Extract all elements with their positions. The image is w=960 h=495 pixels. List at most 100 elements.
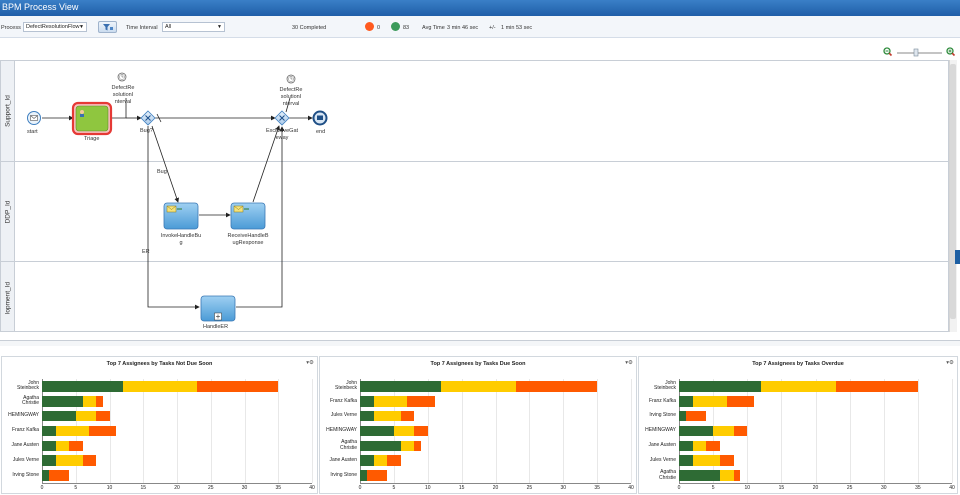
bar-segment-orange[interactable] <box>726 395 755 407</box>
bar-segment-yellow[interactable] <box>55 425 90 437</box>
y-category-label: Jane Austen <box>648 442 676 449</box>
bar-segment-orange[interactable] <box>69 440 83 452</box>
bar-segment-green[interactable] <box>360 440 401 452</box>
red-status-dot <box>365 22 374 31</box>
bar-segment-green[interactable] <box>360 470 367 481</box>
bar-segment-yellow[interactable] <box>123 381 198 392</box>
bar-segment-orange[interactable] <box>96 395 103 407</box>
bar-segment-green[interactable] <box>679 381 761 392</box>
bar-segment-orange[interactable] <box>733 425 748 437</box>
bar-segment-green[interactable] <box>42 470 49 481</box>
bar-segment-yellow[interactable] <box>373 455 388 467</box>
bar-segment-yellow[interactable] <box>55 440 69 452</box>
bar-segment-orange[interactable] <box>515 381 598 392</box>
collapse-panel-tab[interactable] <box>955 250 960 264</box>
bar-segment-yellow[interactable] <box>760 381 836 392</box>
default-flow-mark <box>156 113 162 123</box>
bar-segment-green[interactable] <box>679 455 693 467</box>
bar-segment-yellow[interactable] <box>692 395 727 407</box>
bar-segment-orange[interactable] <box>835 381 918 392</box>
bar-segment-green[interactable] <box>679 410 686 422</box>
y-category-label: HEMINGWAY <box>645 427 676 434</box>
handle-er-subprocess[interactable] <box>200 295 236 322</box>
bar-segment-yellow[interactable] <box>373 395 408 407</box>
bar-segment-yellow[interactable] <box>692 440 707 452</box>
chart-menu-icon[interactable]: ▾⚙ <box>625 360 633 366</box>
chart-panel-due-soon: Top 7 Assignees by Tasks Due Soon ▾⚙ 0 5 10 1… <box>319 356 637 494</box>
bar-segment-yellow[interactable] <box>373 410 401 422</box>
chart-gridline <box>278 379 280 483</box>
bar-segment-green[interactable] <box>42 440 56 452</box>
y-category-label: Irving Stone <box>12 471 39 478</box>
bar-segment-orange[interactable] <box>414 425 428 437</box>
bar-segment-green[interactable] <box>679 440 693 452</box>
timer-event-2[interactable] <box>286 74 296 84</box>
bar-segment-orange[interactable] <box>414 440 421 452</box>
bar-segment-yellow[interactable] <box>393 425 415 437</box>
bar-segment-green[interactable] <box>42 410 76 422</box>
chart-gridline <box>461 379 463 483</box>
title-bar: BPM Process View <box>0 0 960 16</box>
bar-segment-orange[interactable] <box>96 410 110 422</box>
bar-segment-green[interactable] <box>679 470 720 481</box>
bar-segment-green[interactable] <box>42 395 83 407</box>
bar-segment-orange[interactable] <box>400 410 415 422</box>
bar-segment-orange[interactable] <box>366 470 388 481</box>
bar-segment-orange[interactable] <box>685 410 707 422</box>
bar-segment-green[interactable] <box>679 425 714 437</box>
x-tick-label: 15 <box>778 485 785 491</box>
bug-gateway[interactable] <box>140 110 156 126</box>
timer-2-label: DefectRe solutionI nterval <box>279 87 303 107</box>
process-select[interactable]: DefectResolutionFlow ▼ <box>23 22 87 32</box>
x-tick-label: 40 <box>309 485 315 491</box>
receive-handle-bug-response-task[interactable] <box>230 202 266 230</box>
zoom-slider-handle[interactable] <box>913 48 919 57</box>
invoke-handle-bug-task[interactable] <box>163 202 199 230</box>
bar-segment-green[interactable] <box>42 425 56 437</box>
bar-segment-yellow[interactable] <box>713 425 734 437</box>
bar-segment-orange[interactable] <box>48 470 69 481</box>
bar-segment-yellow[interactable] <box>441 381 516 392</box>
process-diagram[interactable]: Support_Id DDP_Id lopment_Id <box>0 60 949 332</box>
end-event[interactable] <box>312 110 328 126</box>
timer-1-label: DefectRe solutionI nterval <box>111 85 135 105</box>
exclusive-gateway[interactable] <box>274 110 290 126</box>
bar-segment-orange[interactable] <box>706 440 720 452</box>
bar-segment-orange[interactable] <box>407 395 435 407</box>
chart-menu-icon[interactable]: ▾⚙ <box>946 360 954 366</box>
diagram-scrollbar-thumb[interactable] <box>950 64 956 319</box>
bar-segment-green[interactable] <box>360 395 374 407</box>
chart-title: Top 7 Assignees by Tasks Due Soon <box>430 361 526 367</box>
bar-segment-yellow[interactable] <box>82 395 96 407</box>
bar-segment-orange[interactable] <box>82 455 96 467</box>
bar-segment-orange[interactable] <box>719 455 734 467</box>
time-interval-select[interactable]: All ▼ <box>162 22 225 32</box>
filter-button[interactable] <box>98 21 117 33</box>
bar-segment-green[interactable] <box>360 425 394 437</box>
bar-segment-green[interactable] <box>360 455 374 467</box>
bar-segment-green[interactable] <box>360 410 374 422</box>
bar-segment-yellow[interactable] <box>55 455 83 467</box>
y-category-label: John Steinbeck <box>654 379 676 392</box>
panel-splitter[interactable] <box>0 340 960 346</box>
bar-segment-green[interactable] <box>42 455 56 467</box>
timer-event-1[interactable] <box>117 72 127 82</box>
chart-menu-icon[interactable]: ▾⚙ <box>306 360 314 366</box>
bar-segment-orange[interactable] <box>89 425 117 437</box>
bar-segment-yellow[interactable] <box>400 440 415 452</box>
bar-segment-yellow[interactable] <box>75 410 96 422</box>
bar-segment-green[interactable] <box>679 395 693 407</box>
bar-segment-orange[interactable] <box>733 470 741 481</box>
plus-minus-label: +/- <box>489 25 496 31</box>
bar-segment-yellow[interactable] <box>692 455 720 467</box>
bar-segment-orange[interactable] <box>197 381 279 392</box>
triage-task[interactable] <box>71 101 113 136</box>
zoom-out-icon[interactable] <box>883 47 893 57</box>
bar-segment-yellow[interactable] <box>719 470 734 481</box>
bar-segment-green[interactable] <box>360 381 442 392</box>
zoom-in-icon[interactable] <box>946 47 956 57</box>
start-event[interactable] <box>27 111 41 125</box>
x-tick-label: 5 <box>711 485 715 491</box>
bar-segment-orange[interactable] <box>387 455 401 467</box>
bar-segment-green[interactable] <box>42 381 123 392</box>
